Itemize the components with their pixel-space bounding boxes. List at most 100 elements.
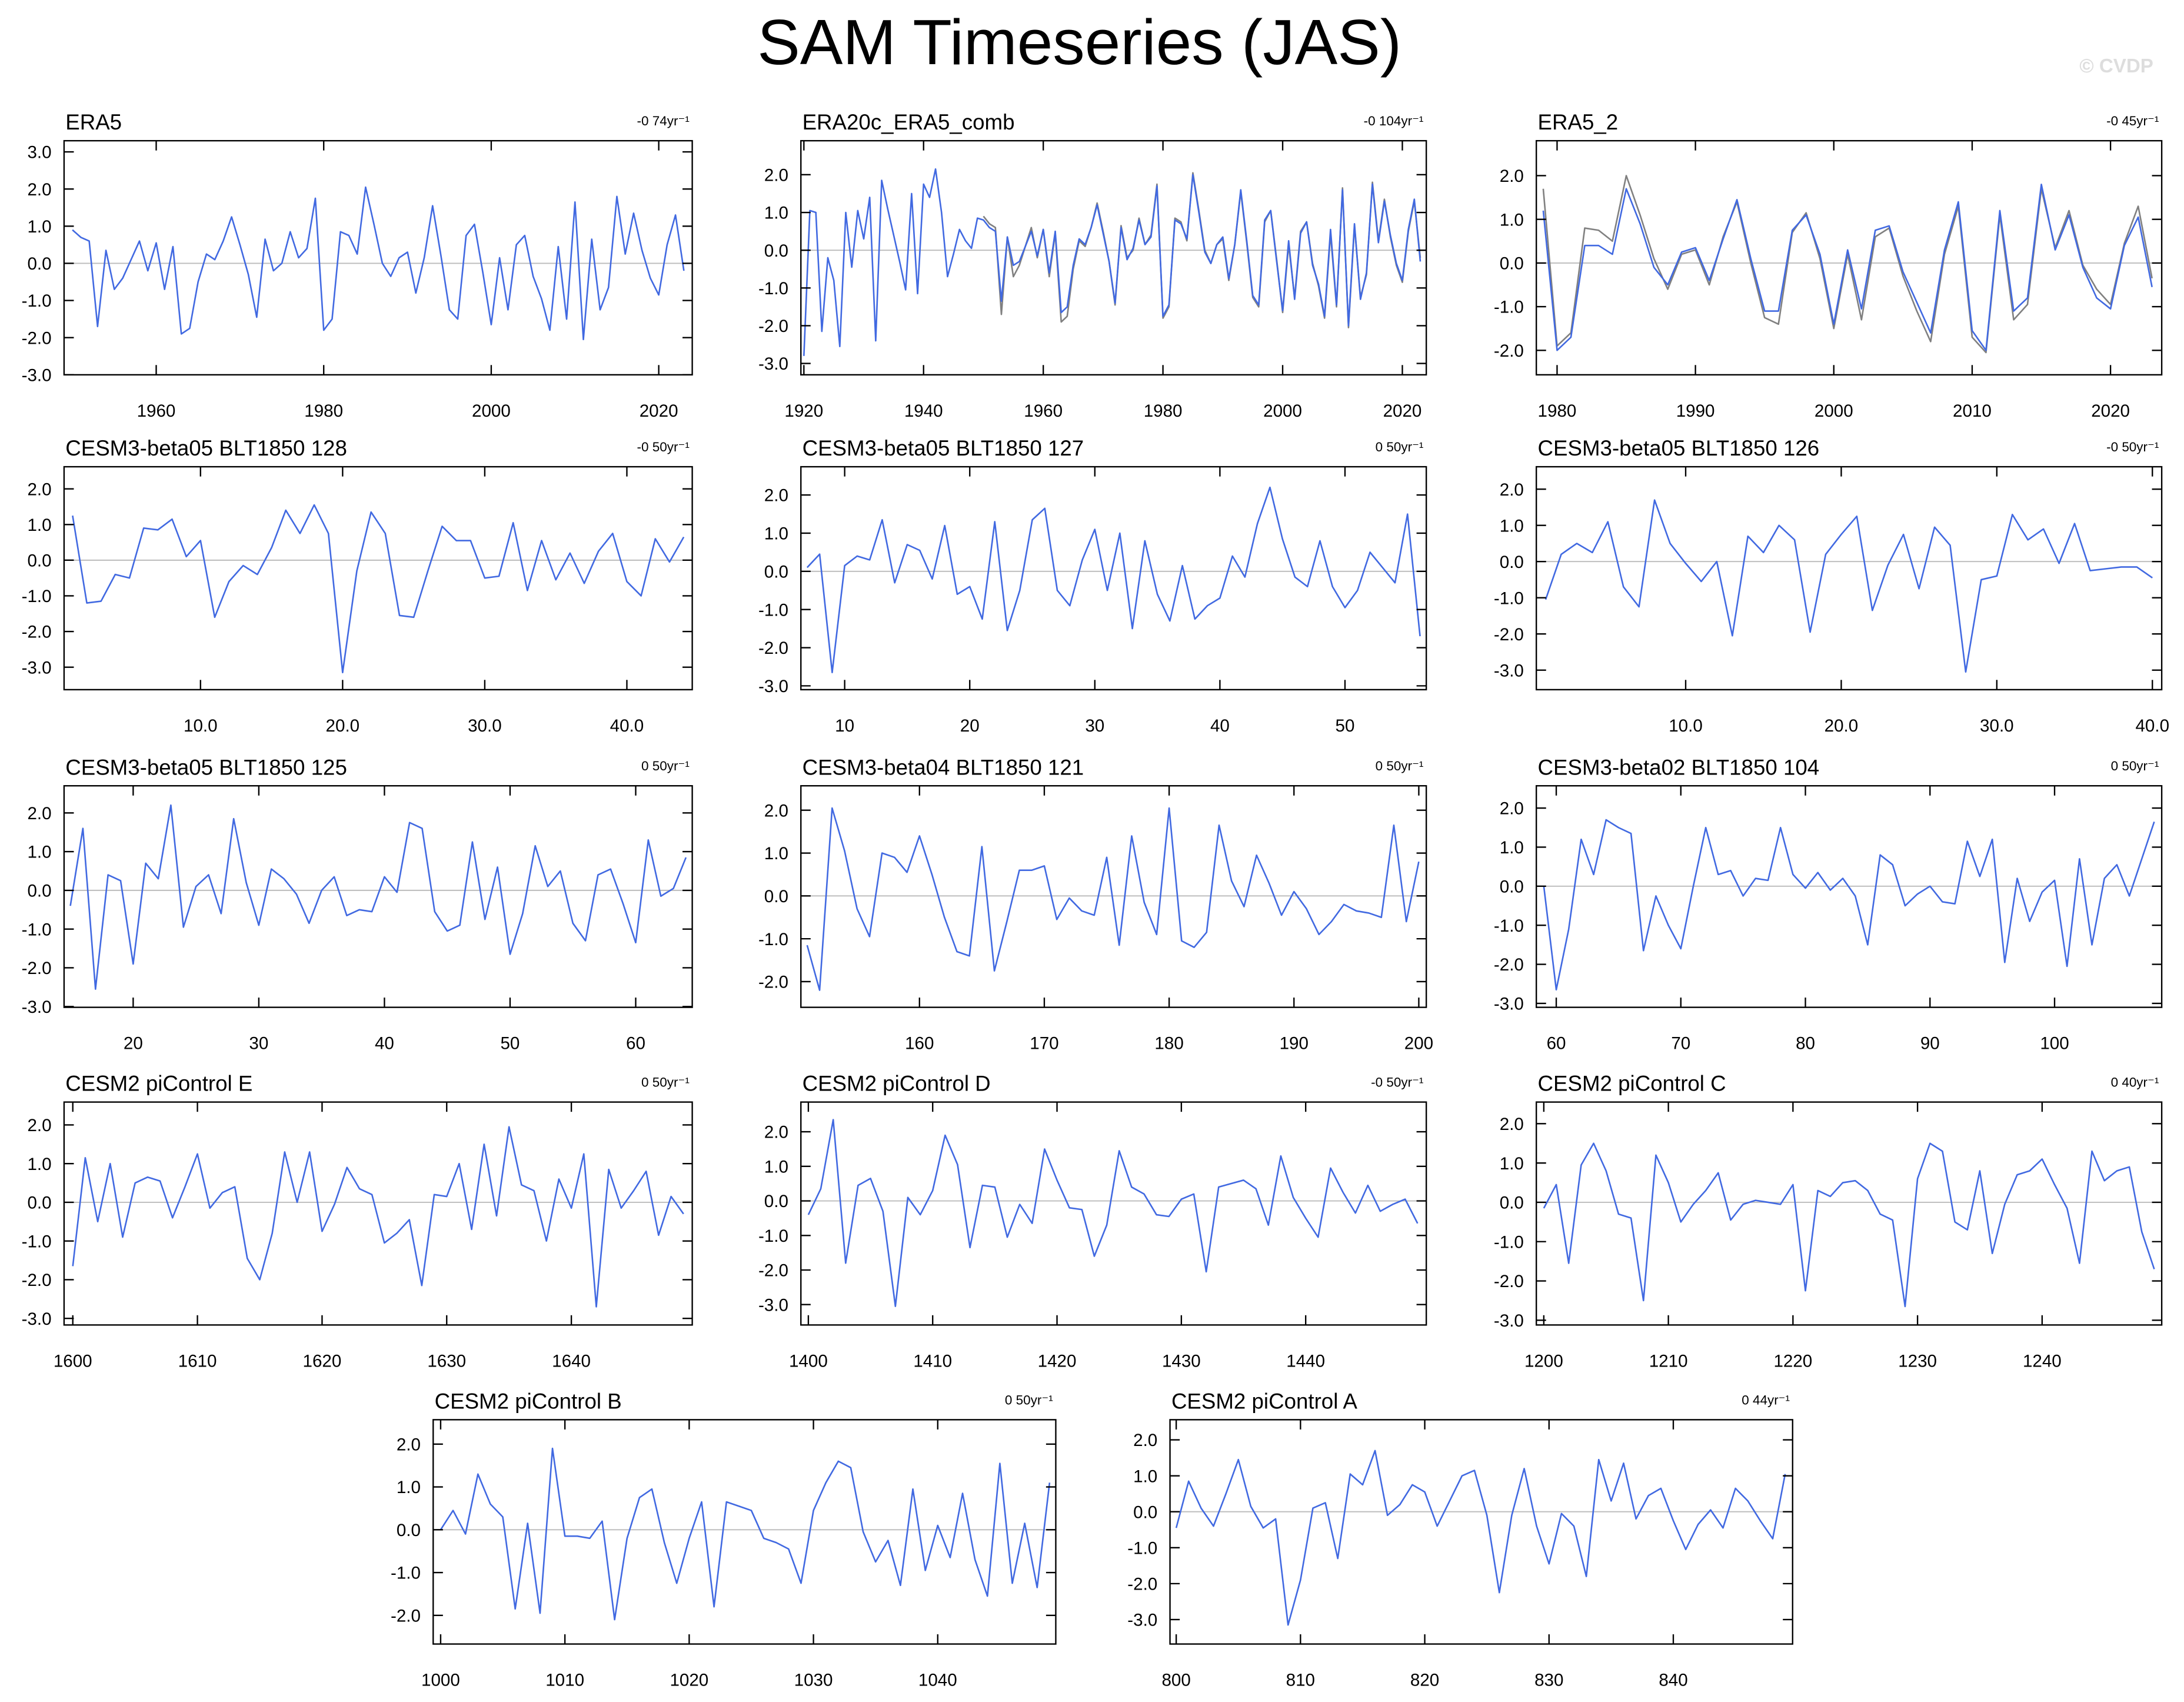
- panel: CESM3-beta05 BLT1850 125 0 50yr⁻¹ -3.0 -2.0…: [22, 755, 693, 1053]
- trend-annotation: 0 40yr⁻¹: [2111, 1075, 2159, 1090]
- series-line: [72, 1126, 684, 1308]
- trend-annotation: -0 50yr⁻¹: [637, 440, 690, 454]
- y-tick-label: 0.0: [1133, 1502, 1157, 1522]
- x-tick-label: 10.0: [1669, 716, 1703, 736]
- panel: ERA5 -0 74yr⁻¹ -3.0 -2.0 -1.0 0.0 1.0 2.0 3.0 196…: [22, 110, 693, 421]
- panel: CESM3-beta04 BLT1850 121 0 50yr⁻¹ -2.0 -1.0…: [758, 755, 1433, 1053]
- x-tick-label: 30.0: [468, 716, 502, 736]
- y-tick-label: -2.0: [22, 959, 52, 978]
- y-tick-label: -2.0: [1127, 1575, 1157, 1594]
- trend-annotation: -0 50yr⁻¹: [1371, 1075, 1423, 1090]
- x-tick-label: 1020: [670, 1671, 708, 1690]
- series-line: [1543, 819, 2155, 991]
- y-tick-label: -2.0: [22, 328, 52, 348]
- x-tick-label: 820: [1410, 1671, 1439, 1690]
- series-line: [806, 807, 1420, 991]
- trend-annotation: -0 45yr⁻¹: [2106, 114, 2159, 128]
- x-tick-label: 1200: [1524, 1351, 1563, 1371]
- x-tick-label: 160: [905, 1034, 934, 1053]
- plot-frame: [63, 466, 693, 691]
- y-tick-label: 0.0: [397, 1521, 421, 1540]
- panel: CESM3-beta02 BLT1850 104 0 50yr⁻¹ -3.0 -2.0…: [1494, 755, 2163, 1053]
- y-tick-label: 2.0: [764, 486, 788, 506]
- x-tick-label: 20: [960, 716, 980, 736]
- x-tick-label: 100: [2040, 1034, 2069, 1053]
- y-tick-label: -1.0: [1494, 1232, 1524, 1252]
- y-tick-label: -1.0: [22, 587, 52, 606]
- x-tick-label: 40.0: [610, 716, 644, 736]
- y-tick-label: 0.0: [27, 1194, 51, 1213]
- x-tick-label: 60: [1547, 1034, 1566, 1053]
- trend-annotation: -0 74yr⁻¹: [637, 114, 690, 128]
- x-tick-label: 810: [1286, 1671, 1315, 1690]
- x-tick-label: 70: [1671, 1034, 1690, 1053]
- x-tick-label: 1990: [1676, 401, 1715, 421]
- y-tick-label: -2.0: [1494, 341, 1524, 361]
- y-tick-label: -3.0: [1494, 661, 1524, 680]
- y-tick-label: -1.0: [758, 930, 788, 949]
- x-tick-label: 1960: [1024, 401, 1063, 421]
- y-tick-label: 2.0: [397, 1435, 421, 1454]
- plot-frame: [432, 1419, 1057, 1645]
- x-tick-label: 1040: [918, 1671, 957, 1690]
- plot-frame: [63, 139, 693, 376]
- y-tick-label: 1.0: [764, 1157, 788, 1176]
- y-tick-label: -3.0: [1494, 1311, 1524, 1331]
- x-tick-label: 20: [124, 1034, 143, 1053]
- y-tick-label: -3.0: [758, 677, 788, 696]
- y-tick-label: 2.0: [27, 180, 51, 200]
- trend-annotation: -0 104yr⁻¹: [1364, 114, 1424, 128]
- x-tick-label: 30: [249, 1034, 268, 1053]
- panel: CESM3-beta05 BLT1850 128 -0 50yr⁻¹ -3.0 -2.…: [22, 436, 693, 736]
- y-tick-label: -1.0: [1127, 1538, 1157, 1558]
- trend-annotation: 0 50yr⁻¹: [1376, 759, 1424, 773]
- panel: CESM2 piControl C 0 40yr⁻¹ -3.0 -2.0 -1.0 0.0…: [1494, 1072, 2163, 1371]
- y-tick-label: 0.0: [1500, 254, 1524, 274]
- y-tick-label: 0.0: [27, 882, 51, 901]
- y-tick-label: 2.0: [1133, 1431, 1157, 1450]
- y-tick-label: -2.0: [1494, 625, 1524, 644]
- x-tick-label: 40: [1210, 716, 1230, 736]
- x-tick-label: 1220: [1773, 1351, 1812, 1371]
- figure-title: SAM Timeseries (JAS): [757, 6, 1401, 78]
- x-tick-label: 2000: [1263, 401, 1302, 421]
- y-tick-label: -3.0: [22, 658, 52, 677]
- plot-frame: [63, 785, 693, 1008]
- plot-frame: [1536, 1101, 2163, 1326]
- series-line: [806, 486, 1421, 673]
- y-tick-label: 1.0: [764, 524, 788, 544]
- y-tick-label: 1.0: [1133, 1467, 1157, 1486]
- series-line: [69, 804, 687, 990]
- panel: ERA20c_ERA5_comb -0 104yr⁻¹ -3.0 -2.0 -1.0 0.…: [758, 110, 1427, 421]
- y-tick-label: -1.0: [22, 920, 52, 939]
- x-tick-label: 1030: [794, 1671, 833, 1690]
- y-tick-label: 1.0: [764, 204, 788, 223]
- x-tick-label: 1010: [545, 1671, 584, 1690]
- y-tick-label: -2.0: [22, 623, 52, 642]
- x-tick-label: 2020: [2091, 401, 2130, 421]
- x-tick-label: 1440: [1286, 1351, 1325, 1371]
- y-tick-label: 1.0: [27, 1155, 51, 1174]
- plot-frame: [800, 139, 1427, 376]
- series-line: [803, 168, 1421, 356]
- y-tick-label: -1.0: [758, 600, 788, 620]
- panel: CESM2 piControl E 0 50yr⁻¹ -3.0 -2.0 -1.0 0.0…: [22, 1072, 693, 1371]
- y-tick-label: 2.0: [1500, 799, 1524, 819]
- series-line: [72, 186, 685, 341]
- trend-annotation: 0 50yr⁻¹: [2111, 759, 2159, 773]
- x-tick-label: 1940: [904, 401, 943, 421]
- y-tick-label: 2.0: [1500, 167, 1524, 186]
- y-tick-label: -1.0: [22, 291, 52, 311]
- y-tick-label: 2.0: [27, 1116, 51, 1135]
- panel-title: CESM3-beta02 BLT1850 104: [1538, 755, 1820, 779]
- y-tick-label: 2.0: [1500, 480, 1524, 500]
- y-tick-label: 3.0: [27, 143, 51, 162]
- x-tick-label: 2000: [1815, 401, 1853, 421]
- x-tick-label: 1980: [1144, 401, 1183, 421]
- y-tick-label: 2.0: [27, 804, 51, 823]
- y-tick-label: 0.0: [27, 551, 51, 571]
- series-line: [1542, 184, 2153, 351]
- plot-frame: [800, 1101, 1427, 1326]
- trend-annotation: 0 50yr⁻¹: [641, 759, 690, 773]
